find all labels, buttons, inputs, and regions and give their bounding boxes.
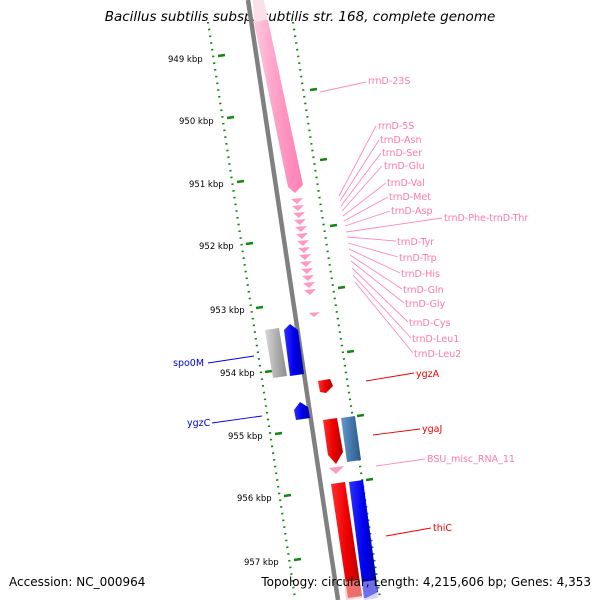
rrnD-23S-feature[interactable] [254,20,303,193]
label-ygzA[interactable]: ygzA [416,369,440,380]
map-title: Bacillus subtilis subsp. subtilis str. 1… [104,9,496,25]
spo0M-feature[interactable] [284,324,304,376]
label-trnD-Val[interactable]: trnD-Val [387,178,425,189]
tick-label-953: 953 kbp [210,306,245,316]
ygaJ-feature[interactable] [323,418,343,464]
label-trnD-Tyr[interactable]: trnD-Tyr [397,237,434,248]
rrnD-23S-fade [253,0,268,22]
label-trnD-His[interactable]: trnD-His [401,269,440,280]
tick-label-951: 951 kbp [189,180,224,190]
ygzA-feature[interactable] [318,379,333,393]
label-thiC[interactable]: thiC [433,523,452,534]
genome-summary-text: Topology: circular; Length: 4,215,606 bp… [261,575,591,589]
tick-label-954: 954 kbp [220,369,255,379]
label-trnD-Leu1[interactable]: trnD-Leu1 [412,334,459,345]
tick-label-955: 955 kbp [228,432,263,442]
label-trnD-Asn[interactable]: trnD-Asn [380,135,422,146]
label-trnD-Trp[interactable]: trnD-Trp [399,253,437,264]
label-trnD-Phe-trnD-Thr[interactable]: trnD-Phe-trnD-Thr [444,213,528,224]
label-spo0M[interactable]: spo0M [173,358,204,369]
bsu-misc-rna-feature[interactable] [329,466,344,474]
tick-label-956: 956 kbp [237,494,272,504]
label-BSU-misc-RNA-11[interactable]: BSU_misc_RNA_11 [427,454,515,465]
label-trnD-Asp[interactable]: trnD-Asp [391,206,433,217]
label-ygzC[interactable]: ygzC [187,418,211,429]
major-ticks [217,53,374,562]
ygzC-feature[interactable] [294,402,310,420]
tick-label-957: 957 kbp [244,558,279,568]
label-trnD-Gly[interactable]: trnD-Gly [405,299,446,310]
genome-backbone [245,0,341,600]
label-trnD-Ser[interactable]: trnD-Ser [382,148,422,159]
label-trnD-Glu[interactable]: trnD-Glu [384,161,425,172]
thiC-fade [344,580,362,600]
leader-lines [207,81,443,537]
trna-cluster[interactable] [291,198,320,317]
label-trnD-Cys[interactable]: trnD-Cys [409,318,450,329]
thiC-fade-blue [362,580,378,600]
accession-text: Accession: NC_000964 [9,575,146,589]
label-trnD-Leu2[interactable]: trnD-Leu2 [414,349,461,360]
label-rrnD-5S[interactable]: rrnD-5S [378,121,414,132]
misc-gene-feature[interactable] [341,416,361,462]
thiC-red-feature[interactable] [331,482,362,598]
tick-label-949: 949 kbp [168,55,203,65]
label-rrnD-23S[interactable]: rrnD-23S [368,76,410,87]
pseudo-gene-feature[interactable] [265,328,287,378]
label-ygaJ[interactable]: ygaJ [422,424,442,435]
label-trnD-Met[interactable]: trnD-Met [389,192,431,203]
thiC-blue-feature[interactable] [349,480,378,598]
tick-label-952: 952 kbp [199,242,234,252]
tick-label-950: 950 kbp [179,117,214,127]
label-trnD-Gln[interactable]: trnD-Gln [403,285,444,296]
